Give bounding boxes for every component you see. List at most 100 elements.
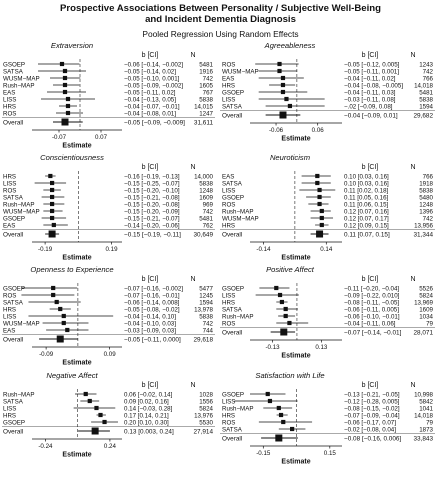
study-label: GSOEP	[3, 215, 25, 222]
point-estimate-marker	[49, 215, 55, 221]
ci-value: −0.05 [−0.08, −0.02]	[124, 306, 180, 313]
study-label: LISS	[222, 187, 235, 194]
study-label: SATSA	[3, 68, 24, 75]
study-label: SATSA	[222, 103, 243, 110]
overall-estimate-marker	[316, 230, 324, 238]
overall-estimate-marker	[280, 328, 288, 336]
ci-value: −0.04 [−0.08, 0.01]	[124, 110, 176, 117]
study-label: SATSA	[3, 398, 24, 405]
study-label: LISS	[222, 292, 235, 299]
n-value: 1918	[419, 180, 433, 187]
ci-value: −0.05 [−0.12, 0.005]	[344, 61, 400, 68]
study-label: Rush−MAP	[3, 82, 34, 89]
x-axis-label: Estimate	[281, 459, 310, 466]
n-value: 5838	[199, 313, 213, 320]
overall-ci-value: −0.15 [−0.19, −0.11]	[124, 231, 181, 238]
point-estimate-marker	[83, 391, 88, 397]
point-estimate-marker	[279, 299, 285, 305]
study-label: SATSA	[222, 180, 243, 187]
n-value: 5838	[419, 96, 433, 103]
n-value: 1594	[199, 299, 213, 306]
ci-value: 0.11 [0.02, 0.18]	[344, 187, 389, 194]
n-value: 742	[423, 215, 434, 222]
n-column-header: N	[410, 276, 415, 283]
x-tick-label: 0.14	[320, 246, 333, 253]
ci-value: −0.06 [−0.11, 0.005]	[344, 306, 399, 313]
ci-value: −0.07 [−0.16, −0.002]	[124, 285, 183, 292]
ci-value: −0.04 [−0.11, 0.06]	[344, 320, 396, 327]
n-value: 14,018	[414, 82, 433, 89]
study-label: Rush−MAP	[3, 391, 34, 398]
panel-title: Openness to Experience	[30, 265, 113, 274]
ci-value: −0.09 [−0.22, 0.010]	[344, 292, 400, 299]
n-value: 13,969	[414, 299, 433, 306]
overall-estimate-marker	[56, 335, 64, 343]
point-estimate-marker	[48, 173, 53, 179]
n-value: 5838	[419, 187, 433, 194]
n-column-header: N	[190, 52, 195, 59]
panel-title: Positive Affect	[266, 265, 315, 274]
point-estimate-marker	[277, 61, 282, 67]
study-label: WUSM−MAP	[222, 215, 259, 222]
study-label: WUSM−MAP	[3, 320, 40, 327]
n-value: 1034	[419, 313, 433, 320]
n-value: 5526	[419, 285, 433, 292]
overall-ci-value: −0.05 [−0.09, −0.009]	[124, 119, 185, 126]
study-label: Rush−MAP	[222, 208, 253, 215]
ci-column-header: b [CI]	[362, 164, 379, 171]
point-estimate-marker	[62, 89, 68, 95]
n-value: 79	[426, 320, 433, 327]
ci-value: −0.05 [−0.10, 0.001]	[124, 75, 180, 82]
overall-n-value: 28,071	[413, 329, 433, 336]
point-estimate-marker	[277, 292, 283, 298]
study-label: LISS	[3, 180, 16, 187]
point-estimate-marker	[265, 391, 270, 397]
ci-value: −0.15 [−0.25, −0.07]	[124, 180, 180, 187]
x-tick-label: 0.24	[104, 443, 117, 450]
study-label: WUSM−MAP	[3, 208, 40, 215]
point-estimate-marker	[319, 208, 324, 214]
point-estimate-marker	[62, 82, 68, 88]
study-label: GSOEP	[222, 89, 244, 96]
overall-estimate-marker	[279, 111, 287, 119]
overall-n-value: 29,682	[413, 112, 433, 119]
study-label: WUSM−MAP	[3, 75, 40, 82]
n-value: 5481	[419, 89, 433, 96]
n-value: 5481	[199, 215, 213, 222]
ci-value: 0.12 [0.09, 0.15]	[344, 222, 389, 229]
ci-value: −0.06 [−0.10, −0.01]	[344, 313, 400, 320]
n-value: 766	[423, 75, 434, 82]
n-value: 1041	[419, 405, 433, 412]
study-label: ROS	[3, 110, 16, 117]
point-estimate-marker	[284, 96, 289, 102]
study-label: SATSA	[3, 194, 24, 201]
point-estimate-marker	[281, 419, 286, 425]
study-label: HRS	[222, 222, 235, 229]
point-estimate-marker	[319, 215, 324, 221]
ci-value: −0.05 [−0.11, 0.001]	[344, 68, 399, 75]
point-estimate-marker	[65, 327, 70, 333]
n-column-header: N	[190, 164, 195, 171]
ci-column-header: b [CI]	[142, 52, 159, 59]
x-tick-label: -0.06	[269, 127, 284, 134]
overall-n-value: 29,618	[193, 336, 213, 343]
ci-value: −0.04 [−0.10, 0.03]	[124, 320, 176, 327]
ci-value: 0.10 [0.03, 0.16]	[344, 180, 389, 187]
overall-estimate-marker	[61, 118, 69, 126]
point-estimate-marker	[65, 103, 71, 109]
point-estimate-marker	[280, 82, 286, 88]
n-value: 5842	[419, 398, 433, 405]
point-estimate-marker	[274, 285, 279, 291]
overall-estimate-marker	[275, 434, 283, 442]
point-estimate-marker	[51, 222, 56, 228]
point-estimate-marker	[317, 194, 322, 200]
point-estimate-marker	[51, 285, 56, 291]
point-estimate-marker	[49, 180, 55, 186]
x-tick-label: 0.13	[315, 344, 328, 351]
ci-value: −0.04 [−0.08, −0.005]	[344, 82, 403, 89]
n-column-header: N	[410, 382, 415, 389]
point-estimate-marker	[54, 299, 59, 305]
ci-value: −0.02 [−0.08, 0.04]	[344, 426, 396, 433]
n-value: 742	[203, 75, 214, 82]
ci-column-header: b [CI]	[142, 164, 159, 171]
